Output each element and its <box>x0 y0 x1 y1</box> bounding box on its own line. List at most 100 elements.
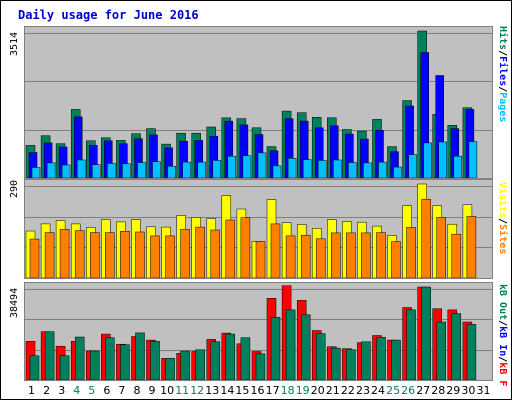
kb-out-bar <box>29 355 40 381</box>
sites-bar <box>436 217 446 279</box>
pages-bar <box>182 161 191 179</box>
x-tick-label: 12 <box>190 384 204 397</box>
sites-bar <box>90 232 100 279</box>
top-legend: Hits/Files/Pages <box>497 26 508 122</box>
sites-bar <box>466 216 477 279</box>
x-tick-label: 28 <box>431 384 445 397</box>
sites-bar <box>406 227 416 279</box>
sites-bar <box>44 232 55 279</box>
bot-legend: kB Out/kB In/kB F <box>497 284 508 386</box>
x-tick-label: 17 <box>266 384 280 397</box>
pages-bar <box>363 162 372 179</box>
sites-bar <box>59 229 70 279</box>
x-tick-label: 27 <box>416 384 430 397</box>
kb-out-bar <box>135 332 145 381</box>
sites-bar <box>255 241 266 279</box>
x-tick-label: 20 <box>311 384 325 397</box>
x-tick-label: 30 <box>461 384 475 397</box>
x-tick-label: 25 <box>386 384 400 397</box>
pages-bar <box>287 158 297 179</box>
sites-bar <box>285 235 296 279</box>
kb-out-bar <box>376 336 386 381</box>
x-tick-label: 23 <box>356 384 370 397</box>
legend-files: Files <box>497 56 508 87</box>
pages-bar <box>227 155 237 179</box>
pages-bar <box>453 155 463 179</box>
legend-hits: Hits <box>497 26 508 51</box>
sites-bar <box>210 229 221 279</box>
pages-bar <box>167 166 176 179</box>
sites-bar <box>331 232 341 279</box>
pages-bar <box>46 162 56 179</box>
kb-out-bar <box>150 341 160 381</box>
x-tick-label: 4 <box>73 384 80 397</box>
kb-out-bar <box>361 341 371 381</box>
kb-out-bar <box>451 313 462 381</box>
sites-bar <box>195 226 205 279</box>
pages-bar <box>107 163 116 179</box>
pages-bar <box>76 159 86 179</box>
legend-kb-in: kB In <box>497 326 508 357</box>
sites-bar <box>180 229 190 279</box>
pages-bar <box>212 160 222 179</box>
pages-bar <box>348 162 357 179</box>
x-tick-label: 1 <box>28 384 35 397</box>
kb-out-bar <box>421 286 431 381</box>
x-tick-label: 16 <box>251 384 265 397</box>
kb-out-bar <box>225 333 236 381</box>
kb-out-bar <box>315 333 326 381</box>
sites-bar <box>361 232 371 279</box>
kb-plot <box>25 285 492 381</box>
x-tick-label: 21 <box>326 384 340 397</box>
x-axis-labels: 1 2 3 4 5 6 7 8 9 10 11 12 13 14 15 16 17 18 19 20 21 22 23 24 2… <box>28 384 491 397</box>
sites-bar <box>225 219 236 279</box>
kb-out-bar <box>195 349 205 381</box>
pages-bar <box>61 164 71 179</box>
x-tick-label: 11 <box>175 384 189 397</box>
legend-kb-f: kB F <box>497 362 508 387</box>
x-tick-label: 8 <box>134 384 141 397</box>
bot-ymax-label: 38494 <box>9 287 20 318</box>
mid-ymax-label: 290 <box>9 179 20 198</box>
sites-bar <box>74 230 85 279</box>
chart-title: Daily usage for June 2016 <box>18 8 199 22</box>
kb-out-bar <box>240 337 251 381</box>
x-tick-label: 22 <box>341 384 355 397</box>
sites-bar <box>120 231 130 279</box>
x-tick-label: 31 <box>477 384 491 397</box>
x-tick-label: 7 <box>118 384 125 397</box>
pages-bar <box>468 141 478 179</box>
sites-bar <box>346 232 356 279</box>
pages-bar <box>272 165 282 179</box>
kb-out-bar <box>406 309 416 381</box>
pages-bar <box>423 142 432 179</box>
kb-out-bar <box>74 336 85 381</box>
x-tick-label: 19 <box>296 384 310 397</box>
kb-out-bar <box>346 349 356 381</box>
sites-bar <box>451 233 462 279</box>
pages-bar <box>393 166 402 179</box>
x-tick-label: 6 <box>103 384 110 397</box>
sites-bar <box>315 238 326 279</box>
top-ymax-label: 3514 <box>9 31 20 56</box>
x-tick-label: 10 <box>160 384 174 397</box>
kb-out-bar <box>120 344 130 381</box>
x-tick-label: 5 <box>88 384 95 397</box>
legend-sites: Sites <box>497 224 508 255</box>
pages-bar <box>242 155 252 179</box>
x-tick-label: 18 <box>281 384 295 397</box>
sites-bar <box>105 232 115 279</box>
x-tick-label: 26 <box>401 384 415 397</box>
sites-bar <box>300 234 311 279</box>
kb-out-bar <box>270 316 281 381</box>
kb-out-bar <box>391 339 401 381</box>
kb-out-bar <box>105 337 115 381</box>
kb-out-bar <box>285 309 296 381</box>
kb-out-bar <box>210 341 221 381</box>
x-tick-label: 24 <box>371 384 385 397</box>
pages-bar <box>122 163 131 179</box>
legend-visits: Visits <box>497 182 508 219</box>
kb-out-bar <box>255 353 266 381</box>
x-tick-label: 29 <box>446 384 460 397</box>
pages-bar <box>302 159 312 179</box>
